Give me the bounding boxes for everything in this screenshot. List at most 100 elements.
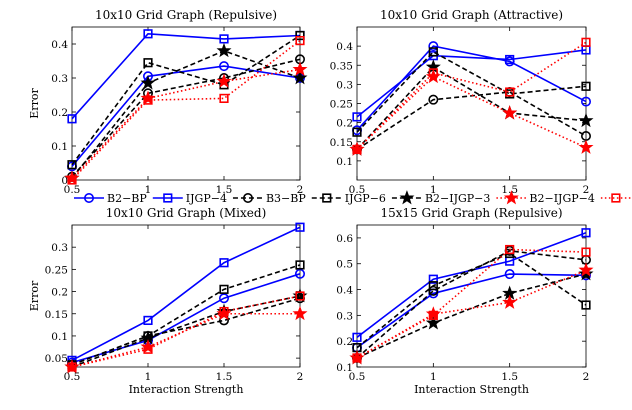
data-point [505, 244, 515, 255]
series-line-4 [71, 295, 301, 368]
chart-mixed-10x10: 10x10 Grid Graph (Mixed) 0.5 1 1.5 2 0.05 0.1 0… [28, 206, 308, 396]
legend-marker-1 [163, 193, 173, 203]
series-line-5 [356, 75, 587, 150]
data-point [143, 315, 153, 326]
data-point [581, 300, 591, 310]
series-line-2 [356, 91, 587, 151]
series-line-0 [71, 65, 301, 167]
series-line-4 [71, 49, 301, 179]
x-tick-label: 0.5 [349, 371, 366, 383]
series-line-1 [356, 49, 587, 118]
data-point [67, 362, 77, 372]
data-point [428, 68, 438, 78]
data-point [143, 344, 153, 354]
data-point [295, 35, 305, 46]
data-point [143, 95, 153, 105]
x-tick-label: 0.5 [64, 371, 81, 383]
data-point [352, 144, 362, 155]
y-tick-label: 0.25 [45, 264, 68, 276]
series-line-5 [71, 312, 300, 368]
legend: B2−BP IJGP−4 B3−BP IJGP−6 B2−IJGP−3 B2−IJGP−4… [74, 190, 631, 205]
series-line-4 [356, 66, 587, 150]
series-line-3 [71, 264, 301, 366]
data-point [502, 294, 518, 309]
series-line-0 [356, 45, 587, 131]
data-point [581, 228, 591, 238]
x-tick-label: 2 [583, 184, 590, 196]
chart-title: 10x10 Grid Graph (Attractive) [380, 8, 563, 22]
x-tick-label: 1.5 [216, 371, 233, 383]
data-point [352, 127, 362, 137]
series-line-6 [71, 39, 301, 181]
data-point [143, 58, 153, 68]
data-point [581, 247, 591, 257]
data-point [352, 332, 362, 342]
data-point [292, 70, 308, 85]
series-line-2 [356, 249, 587, 359]
data-point [578, 112, 594, 128]
data-point [428, 47, 438, 57]
series-line-2 [71, 58, 301, 178]
data-point [428, 41, 439, 52]
data-point [425, 315, 441, 330]
y-tick-label: 0.3 [51, 73, 68, 85]
x-axis-label: Interaction Strength [414, 383, 529, 396]
series-line-3 [356, 252, 587, 349]
legend-label-2: B3−BP [266, 192, 306, 205]
x-tick-label: 1.5 [216, 184, 233, 196]
plot-frame [356, 224, 587, 368]
series-line-1 [71, 32, 301, 120]
y-tick-label: 0.15 [330, 137, 353, 149]
chart-title: 15x15 Grid Graph (Repulsive) [380, 206, 562, 220]
series-line-6 [71, 295, 301, 368]
legend-label-0: B2−BP [107, 192, 147, 205]
series-line-5 [71, 68, 301, 179]
y-tick-label: 0.1 [51, 331, 68, 343]
data-point [216, 305, 232, 321]
x-tick-label: 0.5 [64, 184, 81, 196]
y-tick-label: 0.2 [336, 336, 353, 348]
x-tick-label: 1 [430, 371, 437, 383]
x-tick-label: 1 [145, 371, 152, 383]
x-tick-label: 1 [430, 184, 437, 196]
data-point [502, 105, 518, 120]
data-point [580, 96, 591, 107]
data-point [505, 87, 515, 97]
data-point [140, 339, 156, 354]
x-tick-label: 2 [297, 184, 304, 196]
x-axis-label: Interaction Strength [129, 383, 244, 396]
data-point [292, 305, 308, 321]
series-line-0 [356, 273, 587, 349]
data-point [140, 75, 156, 90]
chart-attractive-10x10: 10x10 Grid Graph (Attractive) 0.5 1 1.5 2 0.1… [330, 8, 594, 196]
y-tick-label: 0.1 [51, 141, 68, 153]
y-tick-label: 0.2 [336, 118, 353, 130]
data-point [219, 293, 230, 304]
y-tick-label: 0.5 [336, 259, 353, 271]
series-line-3 [71, 34, 301, 166]
x-tick-label: 2 [297, 371, 304, 383]
y-tick-label: 0.15 [45, 309, 68, 321]
data-point [352, 112, 362, 122]
data-point [67, 114, 77, 124]
plot-frame [71, 224, 301, 368]
chart-title: 10x10 Grid Graph (Repulsive) [95, 8, 277, 22]
x-tick-label: 2 [583, 371, 590, 383]
data-point [505, 54, 515, 65]
series-line-4 [356, 273, 587, 359]
x-tick-label: 1 [145, 184, 152, 196]
series-line-6 [356, 248, 587, 359]
series-line-3 [356, 50, 587, 133]
series-line-1 [71, 226, 301, 362]
data-point [67, 160, 77, 170]
legend-label-4: B2−IJGP−3 [425, 192, 490, 205]
data-point [352, 353, 362, 363]
y-tick-label: 0.3 [336, 79, 353, 91]
legend-label-3: IJGP−6 [345, 192, 386, 205]
data-point [216, 73, 232, 88]
y-tick-label: 0.4 [336, 41, 353, 53]
data-point [219, 34, 229, 44]
legend-label-1: IJGP−4 [186, 192, 227, 205]
y-tick-label: 0.1 [336, 156, 353, 168]
